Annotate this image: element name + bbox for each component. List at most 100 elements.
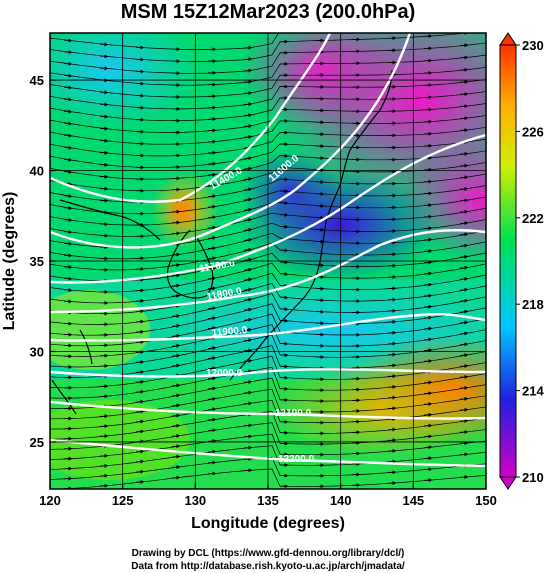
wind-arrow (207, 286, 217, 291)
wind-arrow (459, 298, 469, 303)
wind-arrow (171, 465, 181, 470)
colorbar-top-arrow (499, 32, 517, 46)
wind-arrow (459, 151, 469, 156)
wind-arrow (423, 282, 433, 287)
wind-arrow (63, 218, 73, 223)
wind-arrow (243, 379, 253, 384)
wind-arrow (207, 407, 217, 412)
colorbar-label: 230 (522, 38, 544, 53)
wind-arrow (243, 156, 253, 161)
wind-arrow (135, 449, 145, 454)
wind-arrow (63, 97, 73, 102)
wind-arrow (207, 225, 217, 230)
wind-arrow (243, 197, 253, 202)
y-tick-label: 25 (30, 435, 44, 450)
wind-arrow (207, 366, 217, 371)
wind-arrow (63, 109, 73, 114)
wind-arrow (243, 113, 253, 118)
coastlines (51, 69, 393, 415)
wind-arrow (243, 267, 253, 272)
colorbar-bottom-arrow (499, 476, 517, 490)
x-tick-label: 125 (112, 493, 134, 508)
wind-arrow (63, 73, 73, 78)
wind-arrow (207, 417, 217, 422)
wind-arrow (459, 265, 469, 270)
wind-arrow (243, 369, 253, 374)
wind-arrow (207, 172, 217, 177)
wind-arrow (243, 390, 253, 395)
wind-arrow (63, 133, 73, 138)
wind-arrow (171, 293, 181, 298)
wind-arrow (423, 326, 433, 331)
x-axis: 120 125 130 135 140 145 150 (39, 483, 497, 508)
contour-label: 12200.0 (278, 454, 315, 465)
wind-arrow (207, 194, 217, 199)
wind-arrow (423, 315, 433, 320)
wind-arrow (63, 145, 73, 150)
wind-arrow (243, 91, 253, 96)
wind-arrow (243, 187, 253, 192)
wind-arrow (459, 342, 469, 347)
x-axis-label: Longitude (degrees) (191, 515, 345, 532)
x-tick-label: 135 (257, 493, 279, 508)
wind-arrow (135, 389, 145, 394)
wind-arrow (63, 169, 73, 174)
wind-arrow (207, 276, 217, 281)
wind-arrow (135, 419, 145, 424)
wind-arrow (207, 438, 217, 443)
wind-arrow (243, 79, 253, 84)
wind-arrow (459, 364, 469, 369)
wind-arrow (243, 102, 253, 107)
wind-arrow (207, 246, 217, 251)
wind-arrow (459, 374, 469, 379)
wind-arrow (243, 257, 253, 262)
wind-arrow (243, 166, 253, 171)
y-axis-label: Latitude (degrees) (1, 192, 18, 331)
wind-arrow (459, 163, 469, 168)
wind-arrow (243, 327, 253, 332)
wind-arrow (63, 85, 73, 90)
wind-arrow (459, 320, 469, 325)
wind-arrow (459, 128, 469, 133)
wind-arrow (243, 287, 253, 292)
wind-arrow (243, 358, 253, 363)
wind-arrow (171, 363, 181, 368)
y-tick-label: 40 (30, 164, 44, 179)
wind-arrow (171, 333, 181, 338)
x-tick-label: 145 (402, 493, 424, 508)
colorbar-label: 218 (522, 297, 544, 312)
wind-arrow (243, 307, 253, 312)
y-tick-label: 45 (30, 73, 44, 88)
wind-arrow (243, 277, 253, 282)
wind-arrow (171, 393, 181, 398)
wind-arrow (171, 444, 181, 449)
wind-arrow (459, 287, 469, 292)
wind-arrow (171, 433, 181, 438)
wind-arrow (423, 402, 433, 407)
wind-arrow (135, 369, 145, 374)
x-tick-label: 150 (475, 493, 497, 508)
wind-arrow (63, 229, 73, 234)
wind-arrow (207, 346, 217, 351)
y-tick-label: 35 (30, 254, 44, 269)
wind-arrow (171, 383, 181, 388)
colorbar-label: 210 (522, 470, 544, 485)
wind-arrow (171, 454, 181, 459)
wind-arrow (207, 235, 217, 240)
wind-arrow (63, 61, 73, 66)
wind-arrow (171, 403, 181, 408)
y-tick-label: 30 (30, 344, 44, 359)
wind-arrow (207, 386, 217, 391)
wind-arrow (423, 348, 433, 353)
wind-arrow (243, 68, 253, 73)
wind-arrow (171, 413, 181, 418)
wind-arrow (243, 227, 253, 232)
wind-arrow (243, 317, 253, 322)
wind-arrow (243, 207, 253, 212)
wind-arrow (243, 177, 253, 182)
contour-label: 12100.0 (275, 408, 312, 419)
wind-arrow (423, 391, 433, 396)
wind-arrow (135, 379, 145, 384)
wind-arrow (423, 293, 433, 298)
